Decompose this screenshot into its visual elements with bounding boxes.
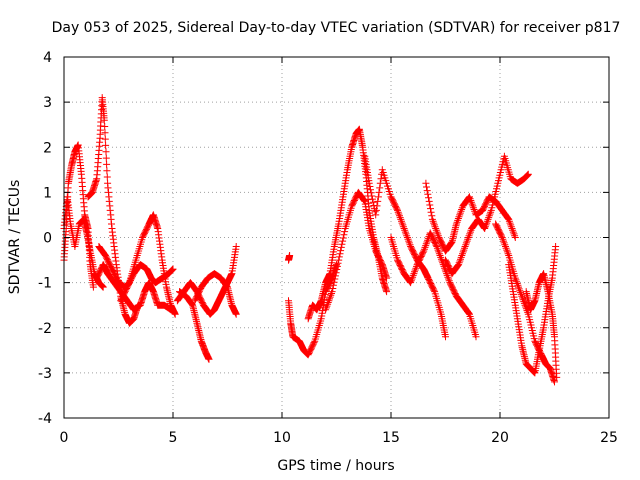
series-arc-t [522, 270, 561, 381]
y-tick-label: -1 [38, 276, 52, 292]
series-arc-s [505, 243, 560, 377]
x-tick-label: 0 [60, 430, 69, 446]
marker-path [422, 179, 519, 255]
y-tick-label: 0 [43, 231, 52, 247]
marker-path [285, 252, 294, 264]
x-tick-label: 15 [382, 430, 400, 446]
y-axis-label: SDTVAR / TECUs [7, 180, 23, 295]
y-tick-label: -2 [38, 321, 52, 337]
tick-labels: 0 5 10 15 20 25 -4 -3 -2 -1 0 1 2 3 4 [38, 50, 618, 446]
marker-path [93, 261, 175, 314]
series-arc-p [422, 179, 519, 255]
x-tick-label: 25 [600, 430, 618, 446]
series-arc-q [442, 152, 532, 278]
y-tick-label: 3 [43, 95, 52, 111]
marker-path [387, 229, 480, 341]
x-tick-label: 10 [273, 430, 291, 446]
marker-path [191, 270, 240, 318]
series-arc-n [361, 152, 449, 341]
series-arc-c [84, 94, 142, 327]
chart-title: Day 053 of 2025, Sidereal Day-to-day VTE… [52, 20, 621, 36]
series-arc-o [387, 229, 480, 341]
marker-path [322, 188, 391, 314]
marker-path [522, 270, 561, 381]
marker-path [361, 152, 449, 341]
series-arc-m [322, 188, 391, 314]
x-tick-label: 20 [491, 430, 509, 446]
data-markers [60, 94, 561, 386]
y-tick-label: 2 [43, 140, 52, 156]
y-tick-label: 1 [43, 185, 52, 201]
series-arc-f [93, 261, 175, 314]
series-arc-j [285, 252, 294, 264]
marker-path [84, 94, 142, 327]
x-axis-label: GPS time / hours [277, 458, 394, 474]
y-tick-label: -3 [38, 366, 52, 382]
series-arc-i [191, 270, 240, 318]
y-tick-label: 4 [43, 50, 52, 66]
y-tick-label: -4 [38, 411, 52, 427]
axis-ticks [63, 56, 610, 419]
marker-path [505, 243, 560, 377]
marker-path [117, 261, 177, 305]
marker-path [442, 152, 532, 278]
series-arc-e [117, 261, 177, 305]
x-tick-label: 5 [169, 430, 178, 446]
